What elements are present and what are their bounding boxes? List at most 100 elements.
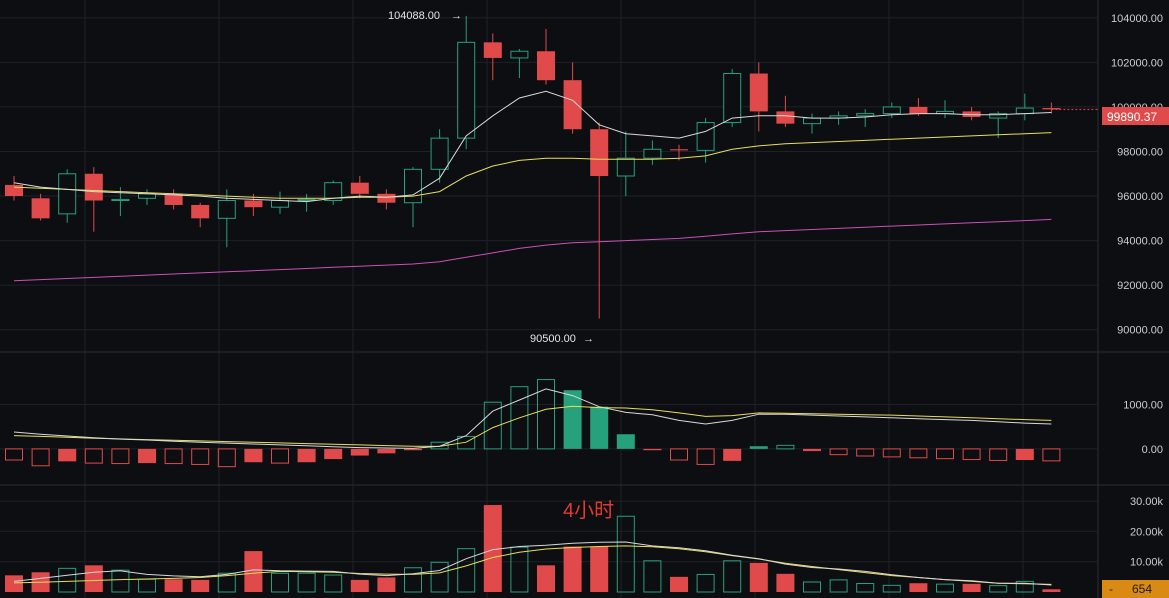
volume-bar [803, 581, 821, 593]
volume-bar [829, 579, 848, 593]
candle [164, 189, 183, 210]
macd-bar [962, 448, 981, 461]
candle-body [563, 80, 582, 130]
candle-body [989, 113, 1008, 119]
candle-body [537, 51, 555, 81]
volume-bar [696, 573, 715, 593]
volume-bar [164, 579, 183, 592]
candle-body [723, 73, 742, 124]
macd-bar [829, 448, 848, 456]
candle-body [696, 122, 715, 151]
candle-body [404, 168, 422, 204]
candle-body [297, 198, 316, 202]
candle-body [856, 113, 875, 117]
macd-bar [324, 448, 343, 460]
volume-bar [723, 560, 742, 593]
volume-bar [404, 567, 422, 593]
macd-bar [5, 448, 23, 461]
candle-body [1042, 108, 1061, 110]
volume-panel[interactable] [5, 505, 1061, 593]
candle-body [882, 106, 901, 115]
candle [537, 28, 555, 85]
macd-bar [191, 448, 210, 465]
candle-body [111, 198, 130, 202]
y-tick-label: 30.00k [1130, 496, 1164, 508]
candle-body [590, 129, 609, 176]
ma-short-line [13, 90, 1052, 203]
candle-body [616, 157, 635, 177]
volume-bar [1042, 589, 1061, 592]
volume-bar [989, 585, 1008, 593]
current-price-label: 99890.37 [1107, 110, 1157, 124]
candle [856, 109, 875, 127]
volume-bar [191, 579, 210, 592]
high-marker-label: 104088.00 [388, 10, 440, 22]
macd-bar [58, 448, 77, 462]
macd-bar [1042, 448, 1061, 462]
volume-bar [590, 546, 609, 592]
candle-body [244, 200, 263, 208]
volume-bar [1015, 580, 1034, 593]
candle [909, 98, 928, 116]
y-tick-label: 98000.00 [1117, 146, 1163, 158]
candle-body [217, 200, 236, 219]
macd-bar [616, 434, 635, 449]
current-volume-dash: - [1109, 582, 1113, 596]
candle [217, 189, 236, 248]
volume-bar [882, 584, 901, 593]
macd-bar [909, 448, 928, 459]
volume-bar [776, 573, 795, 592]
volume-bar [297, 572, 316, 593]
candle-body [749, 73, 768, 112]
candle-body [324, 182, 343, 202]
candle [58, 169, 77, 223]
volume-bar [616, 515, 635, 593]
macd-bar [84, 448, 103, 464]
volume-bar [537, 565, 555, 592]
candle-body [271, 200, 289, 208]
candle [616, 131, 635, 197]
macd-bar [138, 448, 156, 464]
candle [5, 176, 23, 201]
candle [297, 193, 316, 212]
candle [882, 102, 901, 119]
volume-bar [350, 579, 369, 592]
y-tick-label: 104000.00 [1111, 13, 1163, 25]
volume-bar [962, 583, 981, 592]
macd-bar [483, 401, 502, 450]
y-tick-label: 92000.00 [1117, 280, 1163, 292]
macd-bar [936, 448, 954, 460]
volume-watermark: 4小时 [563, 499, 614, 522]
macd-bar [537, 379, 555, 450]
macd-line [13, 388, 1052, 449]
volume-bar [377, 577, 396, 592]
price-panel[interactable] [5, 15, 1098, 319]
candle [563, 62, 582, 134]
candle [457, 15, 476, 150]
volume-ma-long-line [13, 545, 1052, 585]
y-tick-label: 1000.00 [1123, 399, 1163, 411]
macd-bar [350, 448, 369, 456]
candle-body [5, 184, 23, 197]
volume-bar [643, 560, 662, 593]
macd-bar [244, 448, 263, 463]
volume-bar [430, 561, 449, 593]
high-marker: 104088.00 → [388, 10, 462, 22]
current-price-badge-bg [1102, 107, 1169, 125]
macd-panel[interactable] [5, 379, 1061, 468]
candle-body [1015, 107, 1034, 115]
candle [31, 193, 50, 221]
macd-signal-line [13, 405, 1052, 447]
candle [590, 122, 609, 319]
candle-body [803, 117, 821, 125]
y-tick-label: 94000.00 [1117, 236, 1163, 248]
candle [430, 129, 449, 183]
candle [643, 140, 662, 165]
volume-bar [111, 569, 130, 593]
low-marker: 90500.00 → [530, 333, 594, 345]
y-tick-label: 102000.00 [1111, 57, 1163, 69]
candle [191, 202, 210, 228]
macd-bar [749, 446, 768, 449]
candle [989, 111, 1008, 139]
